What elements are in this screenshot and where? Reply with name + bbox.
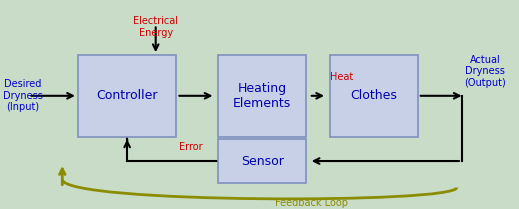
- Text: Clothes: Clothes: [350, 89, 397, 102]
- Text: Sensor: Sensor: [241, 154, 283, 168]
- FancyBboxPatch shape: [330, 55, 418, 136]
- Text: Controller: Controller: [97, 89, 158, 102]
- FancyBboxPatch shape: [218, 55, 306, 136]
- FancyBboxPatch shape: [78, 55, 176, 136]
- Text: Error: Error: [179, 142, 203, 152]
- Text: Desired
Dryness
(Input): Desired Dryness (Input): [3, 79, 43, 112]
- Text: Feedback Loop: Feedback Loop: [275, 198, 348, 208]
- Text: Heating
Elements: Heating Elements: [233, 82, 291, 110]
- FancyBboxPatch shape: [218, 139, 306, 184]
- Text: Electrical
Energy: Electrical Energy: [133, 16, 178, 38]
- Text: Heat: Heat: [330, 73, 353, 83]
- Text: Actual
Dryness
(Output): Actual Dryness (Output): [465, 55, 506, 88]
